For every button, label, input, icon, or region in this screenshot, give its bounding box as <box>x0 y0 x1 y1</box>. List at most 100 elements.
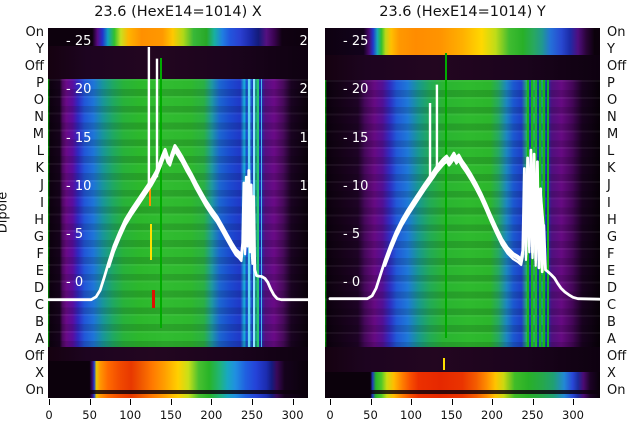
dipole-row-labels-left: On Y Off P O N M L K J I H G F E D C B A Off X On <box>0 0 44 440</box>
x-axis-tick-label: 100 <box>119 408 142 422</box>
dipole-row-label: J <box>607 178 611 194</box>
curve-trace <box>107 147 255 266</box>
dipole-row-label: C <box>34 297 44 313</box>
dipole-row-label: G <box>607 229 618 245</box>
dipole-row-label: L <box>607 144 615 160</box>
dipole-row-label: On <box>25 383 44 399</box>
inner-ytick-label-left: - 20 <box>66 82 92 98</box>
heatmap-band-x_band <box>48 361 308 398</box>
curve-trace <box>48 144 308 302</box>
heatmap-vertical-feature <box>160 58 162 328</box>
dipole-row-label: Y <box>607 42 615 58</box>
dipole-row-label: K <box>607 161 616 177</box>
dipole-row-label: Off <box>24 59 44 75</box>
dipole-row-label: J <box>40 178 44 194</box>
heatmap-band-x_band <box>325 372 600 398</box>
heatmap-vertical-feature <box>543 80 545 347</box>
dipole-row-label: Off <box>24 348 44 364</box>
heatmap-band-dark <box>325 68 600 80</box>
x-axis-tick <box>411 399 412 405</box>
dipole-row-label: Off <box>607 348 627 364</box>
dipole-row-label: X <box>607 366 616 381</box>
inner-ytick-label-left: - 0 <box>343 275 361 291</box>
dipole-row-label: P <box>607 76 615 92</box>
dipole-row-label: B <box>607 314 616 330</box>
inner-ytick-label-left: - 25 <box>66 34 92 50</box>
dipole-row-label: I <box>40 195 44 211</box>
heatmap-vertical-feature <box>149 178 151 206</box>
x-axis-tick-label: 50 <box>363 408 378 422</box>
x-axis-tick-label: 0 <box>326 408 334 422</box>
x-axis-tick <box>451 399 453 405</box>
dipole-row-label: D <box>607 280 618 296</box>
dipole-row-label: P <box>36 76 44 92</box>
dipole-row-labels-right: On Y Off P O N M L K J I H G F E D C B A Off X On <box>607 0 640 440</box>
dipole-row-label: M <box>32 127 44 143</box>
inner-ytick-label-left: - 20 <box>343 82 369 98</box>
heatmap-panel-y: - 25 - 20 - 15 - 10 - 5 - 0 <box>325 28 600 398</box>
x-axis-tick-label: 250 <box>521 408 544 422</box>
inner-ytick-label-left: - 5 <box>66 227 84 243</box>
beam-profile-curve <box>328 84 600 301</box>
heatmap-vertical-feature <box>443 358 445 370</box>
x-axis-tick <box>211 399 213 405</box>
dipole-row-label: F <box>36 246 44 262</box>
x-axis-tick-label: 50 <box>82 408 97 422</box>
dipole-row-label: On <box>607 25 626 40</box>
x-axis-tick <box>252 399 253 405</box>
heatmap-band-dark <box>48 61 308 79</box>
dipole-row-label: O <box>33 93 44 109</box>
heatmap-band-mid <box>48 79 308 347</box>
x-axis-tick <box>492 399 493 405</box>
inner-ytick-label-left: - 15 <box>66 130 92 146</box>
x-axis-tick-label: 300 <box>281 408 304 422</box>
inner-ytick-label-left: - 10 <box>66 178 92 194</box>
dipole-row-label: B <box>35 314 44 330</box>
x-axis-tick-label: 150 <box>159 408 182 422</box>
dipole-row-label: C <box>607 297 617 313</box>
x-axis-tick-label: 100 <box>400 408 422 422</box>
dipole-row-label: On <box>607 383 626 399</box>
x-axis-tick <box>49 399 50 405</box>
heatmap-x-dark-strip <box>48 390 308 394</box>
inner-ytick-label-left: - 0 <box>66 275 84 291</box>
heatmap-band-dark <box>48 347 308 361</box>
x-axis-tick <box>89 399 91 405</box>
heatmap-band-dark <box>325 347 600 372</box>
dipole-row-label: H <box>607 212 617 228</box>
dipole-row-label: E <box>607 263 616 279</box>
x-axis-tick <box>370 399 372 405</box>
dipole-row-label: A <box>35 331 44 347</box>
x-axis-tick <box>170 399 172 405</box>
dipole-row-label: M <box>607 127 619 143</box>
dipole-row-label: Off <box>607 59 627 75</box>
inner-ytick-label-right: 20 <box>299 82 308 98</box>
dipole-row-label: F <box>607 246 615 262</box>
dipole-row-label: I <box>607 195 611 211</box>
inner-ytick-label-left: - 25 <box>343 34 369 50</box>
heatmap-panel-x: - 2525- 2020- 1515- 1010- 55- 00 <box>48 28 308 398</box>
heatmap-band-dark <box>325 55 600 68</box>
curve-trace <box>328 148 600 301</box>
heatmap-vertical-feature <box>257 79 259 347</box>
dipole-row-label: N <box>607 110 617 126</box>
x-axis-tick <box>330 399 331 405</box>
heatmap-vertical-feature <box>445 53 447 338</box>
heatmap-row-stripes <box>325 80 600 347</box>
inner-ytick-label-right: 10 <box>299 178 308 194</box>
dipole-row-label: A <box>607 331 616 347</box>
dipole-row-label: G <box>33 229 44 245</box>
x-axis-tick-label: 200 <box>200 408 223 422</box>
inner-ytick-label-right: 15 <box>299 130 308 146</box>
dipole-row-label: Y <box>36 42 44 58</box>
inner-ytick-label-left: - 15 <box>343 130 369 146</box>
x-axis-tick <box>532 399 534 405</box>
inner-ytick-label-right: 25 <box>299 34 308 50</box>
x-axis-tick-label: 0 <box>45 408 53 422</box>
dipole-row-label: N <box>34 110 44 126</box>
heatmap-band-on_top <box>325 28 600 55</box>
x-axis-tick-label: 300 <box>562 408 584 422</box>
x-axis-tick <box>130 399 132 405</box>
dipole-row-label: O <box>607 93 618 109</box>
inner-ytick-label-left: - 10 <box>343 178 369 194</box>
